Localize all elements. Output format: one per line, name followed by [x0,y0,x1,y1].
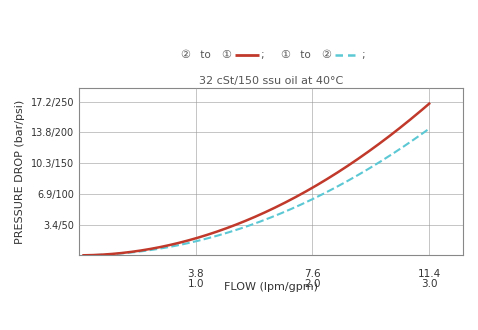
Text: ;: ; [361,50,364,60]
Text: ①: ① [281,50,291,60]
Y-axis label: PRESSURE DROP (bar/psi): PRESSURE DROP (bar/psi) [15,99,25,244]
Text: 1.0: 1.0 [187,280,204,289]
Text: ①: ① [221,50,231,60]
Text: 3.8: 3.8 [187,269,204,279]
Text: to: to [297,50,314,60]
Text: ②: ② [321,50,331,60]
Text: 11.4: 11.4 [418,269,441,279]
Text: ②: ② [180,50,190,60]
Text: to: to [197,50,214,60]
Text: 7.6: 7.6 [304,269,321,279]
Text: 32 cSt/150 ssu oil at 40°C: 32 cSt/150 ssu oil at 40°C [199,76,343,86]
Text: 2.0: 2.0 [304,280,321,289]
Text: ;: ; [261,50,264,60]
Text: 3.0: 3.0 [421,280,437,289]
X-axis label: FLOW (lpm/gpm): FLOW (lpm/gpm) [224,282,318,292]
